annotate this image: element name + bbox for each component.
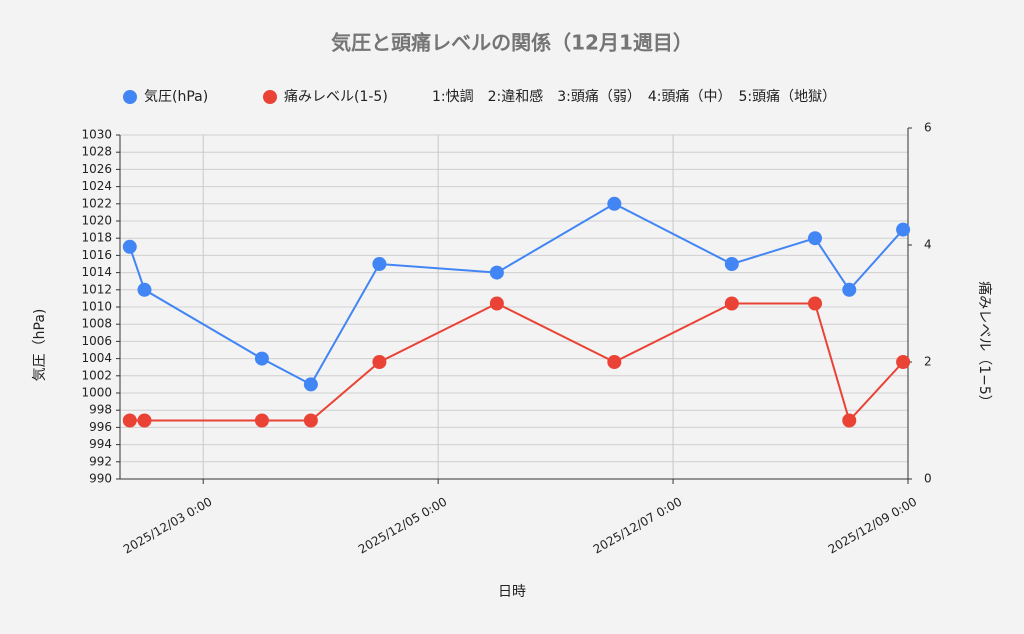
y-tick-label: 992 [89, 454, 112, 468]
data-point [724, 296, 739, 311]
data-point [137, 282, 152, 297]
y-tick-label: 998 [89, 403, 112, 417]
data-point [372, 355, 387, 369]
data-point [842, 282, 857, 297]
y-tick-label: 1026 [81, 162, 112, 176]
y-tick-label: 990 [89, 472, 112, 486]
legend-marker [123, 90, 137, 104]
data-point [489, 265, 504, 280]
y-tick-label: 1004 [81, 351, 112, 365]
y-tick-label: 1008 [81, 317, 112, 331]
chart-title: 気圧と頭痛レベルの関係（12月1週目） [331, 31, 693, 55]
y-tick-label: 1002 [81, 368, 112, 382]
x-tick-label: 2025/12/07 0:00 [591, 495, 685, 557]
data-point [122, 413, 137, 428]
data-point [254, 413, 269, 428]
y-tick-label: 1030 [81, 128, 112, 142]
y-tick-label: 996 [89, 420, 112, 434]
data-point [303, 413, 318, 428]
y-tick-label: 1024 [81, 179, 112, 193]
y-tick-label: 1028 [81, 145, 112, 159]
x-tick-label: 2025/12/09 0:00 [826, 495, 920, 557]
data-point [607, 355, 622, 369]
y-tick-label: 1006 [81, 334, 112, 348]
y-axis-title: 気圧（hPa) [32, 309, 48, 382]
y-tick-label: 1022 [81, 196, 112, 210]
y-tick-label: 994 [89, 437, 112, 451]
data-point [254, 351, 269, 366]
y-tick-label: 1018 [81, 231, 112, 245]
x-tick-label: 2025/12/05 0:00 [356, 495, 450, 557]
y2-tick-label: 0 [924, 472, 932, 486]
data-point [896, 355, 911, 369]
series-line [128, 202, 904, 386]
y-tick-label: 1016 [81, 248, 112, 262]
legend-label: 痛みレベル(1-5) [284, 88, 388, 105]
x-axis-title: 日時 [498, 584, 526, 600]
data-point [137, 413, 152, 428]
legend-marker [263, 90, 277, 104]
data-point [808, 231, 823, 246]
y-tick-label: 1014 [81, 265, 112, 279]
y2-tick-label: 6 [924, 121, 932, 135]
data-point [808, 296, 823, 311]
y-tick-label: 1000 [81, 386, 112, 400]
data-point [607, 196, 622, 211]
y-tick-label: 1010 [81, 300, 112, 314]
y2-tick-label: 2 [924, 355, 932, 369]
y-tick-label: 1020 [81, 214, 112, 228]
data-point [122, 239, 137, 254]
data-point [303, 377, 318, 392]
data-point [372, 257, 387, 271]
y2-tick-label: 4 [924, 238, 932, 252]
series-line [129, 302, 904, 423]
data-point [842, 413, 857, 428]
x-tick-label: 2025/12/03 0:00 [121, 495, 215, 557]
y-tick-label: 1012 [81, 282, 112, 296]
data-point [489, 296, 504, 311]
y2-axis-title: 痛みレベル（1−5） [976, 281, 993, 409]
data-point [896, 222, 911, 237]
legend-note: 1:快調 2:違和感 3:頭痛（弱） 4:頭痛（中） 5:頭痛（地獄） [432, 88, 836, 105]
data-point [724, 257, 739, 271]
legend-label: 気圧(hPa) [144, 89, 208, 105]
